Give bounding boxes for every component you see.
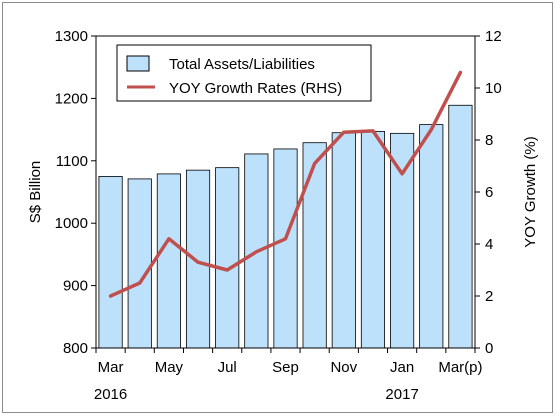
right-axis-title: YOY Growth (%) — [522, 136, 539, 247]
x-year-label: 2016 — [94, 386, 127, 403]
right-tick-label: 0 — [485, 340, 493, 357]
left-tick-label: 1300 — [55, 28, 88, 45]
right-tick-label: 4 — [485, 236, 493, 253]
x-tick-label: Mar(p) — [438, 359, 482, 376]
right-tick-label: 8 — [485, 132, 493, 149]
right-tick-label: 12 — [485, 28, 502, 45]
x-year-label: 2017 — [385, 386, 418, 403]
legend: Total Assets/Liabilities YOY Growth Rate… — [116, 44, 372, 102]
right-tick-label: 6 — [485, 184, 493, 201]
legend-box — [116, 44, 372, 102]
left-tick-label: 1200 — [55, 90, 88, 107]
bar-3 — [185, 169, 211, 349]
left-tick-label: 900 — [63, 278, 88, 295]
bars-group — [98, 104, 473, 349]
growth-line — [108, 70, 463, 298]
bar-12 — [448, 104, 473, 349]
bar-1 — [127, 178, 152, 349]
growth-line-group — [108, 70, 463, 298]
x-tick-label: May — [155, 359, 184, 376]
legend-label-growth: YOY Growth Rates (RHS) — [169, 80, 342, 97]
bar-8 — [331, 132, 356, 349]
left-tick-label: 1100 — [56, 153, 88, 170]
left-axis-title: S$ Billion — [27, 161, 44, 224]
x-axis-ticks: Mar May Jul Sep Nov Jan Mar(p) 2016 2017 — [94, 348, 483, 403]
bar-6 — [273, 148, 298, 349]
right-axis-ticks: 0 2 4 6 8 10 12 — [475, 28, 502, 357]
left-axis-ticks: 800 900 1000 1100 1200 1300 — [55, 28, 96, 357]
left-tick-label: 1000 — [55, 215, 88, 232]
x-tick-label: Nov — [330, 359, 357, 376]
bar-4 — [215, 167, 240, 349]
right-tick-label: 10 — [485, 80, 502, 97]
x-tick-label: Mar — [98, 359, 124, 376]
bar-9 — [360, 131, 386, 349]
left-tick-label: 800 — [63, 340, 88, 357]
bar-10 — [390, 132, 415, 349]
legend-swatch-assets — [126, 55, 150, 72]
legend-label-assets: Total Assets/Liabilities — [169, 56, 315, 73]
x-tick-label: Jan — [390, 359, 414, 376]
bar-11 — [419, 124, 444, 349]
x-tick-label: Jul — [218, 359, 237, 376]
bar-0 — [98, 175, 123, 349]
right-tick-label: 2 — [485, 288, 493, 305]
x-tick-label: Sep — [272, 359, 299, 376]
bar-7 — [302, 142, 327, 349]
bar-2 — [156, 173, 181, 349]
